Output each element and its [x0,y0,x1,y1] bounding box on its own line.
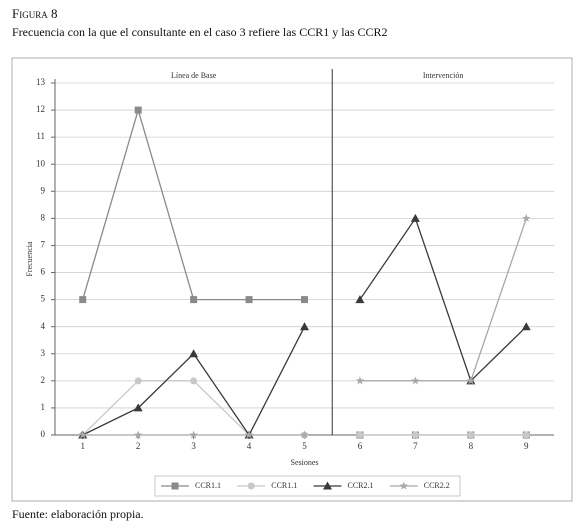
marker-circle [190,377,198,385]
marker-triangle [410,213,420,222]
source: Fuente: elaboración propia. [12,507,144,521]
marker-triangle [189,349,199,358]
marker-triangle [323,481,332,490]
y-tick-label: 5 [41,294,46,304]
y-tick-label: 9 [41,185,46,195]
y-tick-label: 1 [41,402,46,412]
marker-square [301,296,308,304]
marker-triangle [521,322,531,331]
marker-square [171,482,179,490]
y-tick-label: 7 [41,240,46,250]
x-tick-label: 9 [524,441,529,451]
y-tick-label: 12 [36,104,45,114]
marker-circle [134,377,142,385]
marker-star [133,430,143,439]
y-axis-label: Frecuencia [25,241,34,277]
caption: Frecuencia con la que el consultante en … [12,25,388,39]
marker-square [245,296,253,304]
legend-label: CCR1.1 [195,481,221,490]
y-tick-label: 10 [36,158,46,168]
marker-triangle [355,295,365,304]
marker-star [411,376,420,385]
marker-star [189,430,198,439]
x-tick-label: 5 [302,441,307,451]
marker-square [190,296,198,304]
marker-square [79,296,87,304]
x-axis-label: Sesiones [291,458,319,467]
chart-frame [11,57,573,502]
y-tick-label: 11 [36,131,45,141]
y-tick-label: 3 [41,348,46,358]
x-tick-label: 2 [136,441,141,451]
marker-circle [247,482,255,490]
y-tick-label: 6 [41,267,46,277]
marker-star [244,430,254,439]
y-tick-label: 8 [41,212,46,222]
x-tick-label: 7 [413,441,418,451]
y-tick-label: 2 [41,375,46,385]
x-tick-label: 1 [80,441,85,451]
marker-triangle [133,403,143,412]
x-tick-label: 6 [358,441,363,451]
marker-star [78,430,87,439]
x-tick-label: 4 [247,441,252,451]
y-tick-label: 4 [41,321,46,331]
marker-triangle [300,322,309,331]
x-tick-label: 3 [191,441,196,451]
legend-label: CCR2.2 [424,481,450,490]
legend-box [154,475,461,497]
legend-label: CCR2.1 [348,481,374,490]
marker-circle [467,431,475,439]
marker-circle [522,431,530,439]
figure-label: Figura 8 [12,6,57,21]
marker-square [134,106,142,114]
marker-star [355,376,365,385]
marker-circle [411,431,419,439]
marker-star [399,481,409,490]
marker-star [522,213,531,223]
legend-label: CCR1.1 [271,481,297,490]
x-tick-label: 8 [469,441,474,451]
phase-label: Intervención [423,71,463,80]
y-tick-label: 0 [41,429,46,439]
marker-star [466,376,476,385]
marker-circle [356,431,364,439]
marker-star [300,430,309,439]
phase-label: Línea de Base [171,71,217,80]
y-tick-label: 13 [36,77,46,87]
